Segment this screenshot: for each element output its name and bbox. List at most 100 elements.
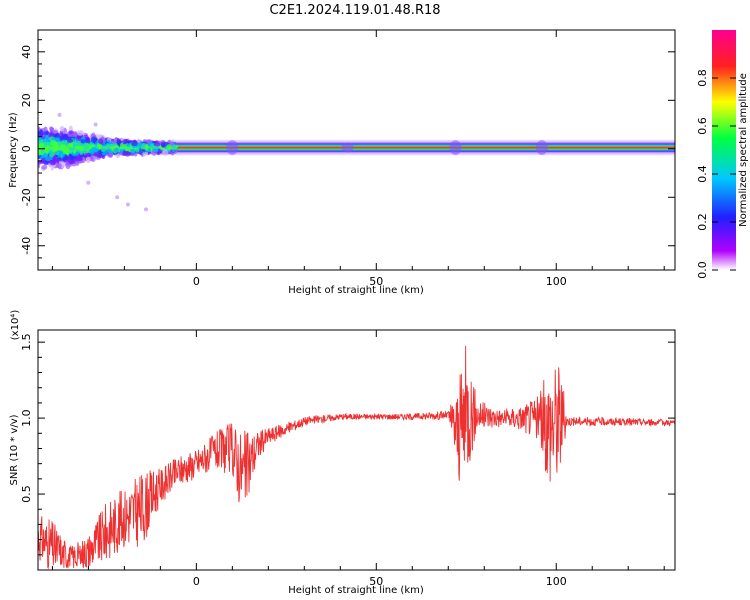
spectrogram-cell [53, 150, 59, 156]
spectrogram-cell [90, 155, 96, 162]
x-tick-label: 0 [193, 575, 200, 588]
spectrogram-cell [43, 126, 48, 132]
snr-xlabel: Height of straight line (km) [288, 585, 424, 596]
spectrogram-cell [41, 164, 48, 170]
spectrogram-cell [59, 144, 67, 149]
spectrogram-cell [70, 147, 75, 152]
spectrogram-cell [86, 180, 91, 185]
spectrogram-cell [341, 142, 354, 153]
spectrogram-cell [100, 145, 106, 152]
spectrogram-cell [96, 153, 102, 159]
spectrogram-ylabel: Frequency (Hz) [8, 112, 19, 188]
spectrogram-cell [56, 163, 62, 169]
spectrogram-cell [49, 126, 54, 131]
colorbar-label: Normalized spectral amplitude [738, 73, 749, 227]
spectrogram-cell [51, 129, 59, 134]
colorbar-tick-label: 0.4 [696, 165, 709, 183]
spectrogram-cell [52, 142, 57, 149]
spectrogram-cell [226, 140, 239, 155]
snr-ylabel: SNR (10 * v/v) [9, 414, 20, 485]
spectrogram-cell [42, 153, 48, 157]
spectrogram-cell [131, 141, 138, 147]
y-tick-label: 1.0 [20, 409, 33, 427]
x-tick-label: 50 [369, 275, 383, 288]
x-tick-label: 100 [546, 275, 567, 288]
spectrogram-cell [98, 138, 104, 145]
colorbar-tick-label: 0.6 [696, 117, 709, 135]
spectrogram-cell [161, 149, 169, 156]
spectrogram-cell [535, 140, 548, 155]
spectrogram-cell [55, 137, 60, 143]
spectrogram-cell [38, 148, 41, 156]
colorbar: 0.0 0.2 0.4 0.6 0.8 Normalized spectral ampl… [696, 30, 749, 279]
snr-series-line [38, 345, 675, 570]
y-tick-label: 20 [20, 93, 33, 107]
spectrogram-band [167, 146, 675, 149]
spectrogram-cell [65, 146, 70, 154]
spectrogram-cell [75, 160, 80, 166]
spectrogram-cell [105, 143, 110, 150]
x-tick-label: 100 [546, 575, 567, 588]
spectrogram-image [38, 112, 675, 212]
spectrogram-cell [44, 147, 49, 154]
spectrogram-cell [85, 152, 92, 157]
y-tick-label: 0.5 [20, 485, 33, 503]
spectrogram-cell [68, 159, 76, 165]
y-tick-label: 1.5 [20, 333, 33, 351]
spectrogram-cell [61, 153, 65, 158]
spectrogram-xlabel: Height of straight line (km) [288, 285, 424, 296]
spectrogram-cell [74, 145, 81, 150]
spectrogram-cell [80, 139, 86, 144]
spectrogram-cell [110, 140, 117, 144]
spectrogram-cell [38, 162, 41, 169]
y-tick-label: 40 [20, 45, 33, 59]
spectrogram-cell [143, 207, 148, 212]
spectrogram-cell [153, 142, 161, 147]
spectrogram-cell [144, 151, 149, 156]
spectrogram-cell [122, 151, 127, 157]
y-tick-label: -20 [20, 188, 33, 206]
spectrogram-cell [449, 140, 462, 155]
spectrogram-cell [66, 138, 74, 143]
spectrogram-cell [116, 137, 121, 146]
spectrogram-cell [40, 149, 45, 154]
snr-panel: 0 50 100 0.5 1.0 1.5 Height of straight line … [9, 310, 676, 596]
snr-frame [37, 329, 676, 571]
colorbar-tick-label: 0.8 [696, 69, 709, 87]
spectrogram-cell [59, 125, 65, 132]
spectrogram-cell [76, 130, 84, 136]
colorbar-gradient [712, 30, 736, 270]
figure-title: C2E1.2024.119.01.48.R18 [269, 3, 440, 18]
spectrogram-ticks: 0 50 100 -40 -20 0 20 40 [20, 30, 675, 288]
colorbar-tick-label: 0.0 [696, 261, 709, 279]
spectrogram-cell [166, 144, 172, 151]
colorbar-tick-label: 0.2 [696, 213, 709, 231]
spectrogram-cell [144, 143, 149, 151]
spectrogram-panel: 0 50 100 -40 -20 0 20 40 Height of straight lin… [8, 29, 676, 296]
spectrogram-cell [115, 195, 120, 200]
spectrogram-cell [57, 112, 62, 117]
x-tick-label: 50 [369, 575, 383, 588]
spectrogram-cell [161, 143, 166, 148]
spectrogram-cell [78, 157, 84, 161]
spectrogram-cell [55, 132, 60, 139]
spectrogram-cell [68, 130, 74, 135]
spectrogram-cell [44, 156, 52, 162]
spectrogram-cell [130, 148, 136, 154]
spectrogram-cell [119, 142, 124, 150]
colorbar-ticks: 0.0 0.2 0.4 0.6 0.8 [696, 69, 736, 279]
spectrogram-cell [114, 147, 119, 153]
spectrogram-cell [48, 152, 55, 158]
spectrogram-cell [85, 156, 91, 164]
spectrogram-cell [67, 155, 73, 160]
spectrogram-cell [48, 136, 56, 142]
spectrogram-cell [73, 142, 81, 147]
spectrogram-cell [125, 202, 130, 207]
spectrogram-cell [93, 122, 98, 127]
spectrogram-cell [38, 131, 43, 138]
spectrogram-cell [38, 144, 43, 150]
snr-scale-label: (x10⁴) [10, 310, 21, 341]
spectrogram-cell [44, 160, 49, 164]
spectrogram-cell [68, 142, 74, 147]
